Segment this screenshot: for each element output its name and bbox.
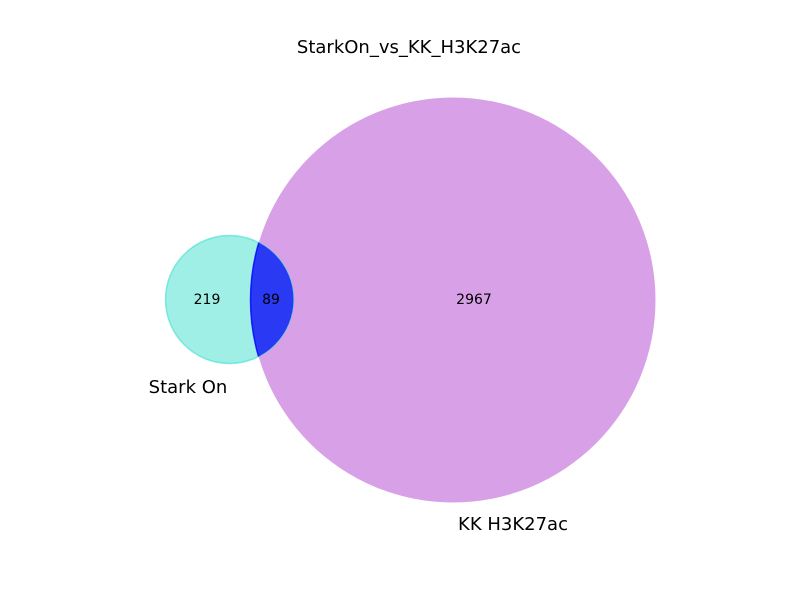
set-label-kk-h3k27ac: KK H3K27ac xyxy=(458,514,568,535)
overlap-region xyxy=(249,235,294,364)
count-overlap: 89 xyxy=(262,292,280,308)
set-label-stark-on: Stark On xyxy=(149,377,228,398)
count-only-kk-h3k27ac: 2967 xyxy=(456,292,492,308)
count-only-stark-on: 219 xyxy=(194,292,221,308)
set-circle-kk-h3k27ac xyxy=(250,97,656,503)
diagram-title: StarkOn_vs_KK_H3K27ac xyxy=(297,37,521,58)
